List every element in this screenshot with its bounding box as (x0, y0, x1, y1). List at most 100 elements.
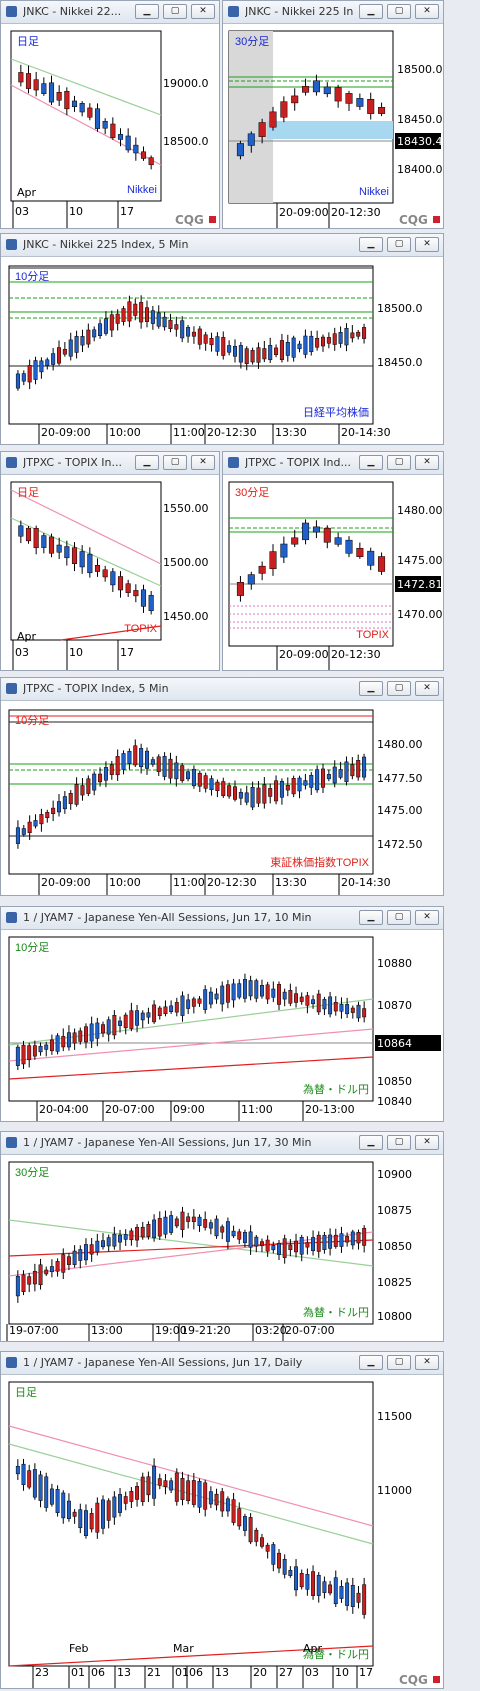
candle-up (89, 1023, 94, 1042)
minimize-button[interactable]: ▁ (359, 237, 383, 252)
symbol-label: TOPIX (124, 623, 157, 635)
minimize-button[interactable]: ▁ (359, 4, 383, 19)
chart-area[interactable]: 30分足 TOPIX 1480.00 1475.00 1470.00 1472.81 20-… (225, 476, 443, 670)
candle-down (123, 1014, 128, 1029)
candle-down (72, 1511, 77, 1517)
chart-area[interactable]: 日足 Nikkei 19000.0 18500.0 03 10 17 Apr CQG (3, 25, 219, 228)
candle-up (232, 346, 238, 357)
time-axis-label: 11:00 (173, 876, 205, 889)
candle-down (186, 1480, 191, 1501)
maximize-button[interactable]: ▢ (387, 1355, 411, 1370)
close-button[interactable]: ✕ (191, 4, 215, 19)
nikkei-5min-window[interactable]: JNKC - Nikkei 225 Index, 5 Min ▁ ▢ ✕ 10分… (0, 233, 444, 445)
window-titlebar[interactable]: JNKC - Nikkei 225 In... ▁ ▢ ✕ (223, 1, 443, 24)
candle-down (215, 781, 220, 791)
topix-5min-window[interactable]: JTPXC - TOPIX Index, 5 Min ▁ ▢ ✕ 10分足 東証株… (0, 677, 444, 896)
yen-daily-window[interactable]: 1 / JYAM7 - Japanese Yen-All Sessions, J… (0, 1351, 444, 1689)
minimize-button[interactable]: ▁ (135, 4, 159, 19)
candle-up (242, 1232, 247, 1244)
nikkei-30min-window[interactable]: JNKC - Nikkei 225 In... ▁ ▢ ✕ 30分足 Nikkei… (222, 0, 444, 229)
window-titlebar[interactable]: JTPXC - TOPIX In... ▁ ▢ ✕ (1, 452, 219, 475)
window-titlebar[interactable]: 1 / JYAM7 - Japanese Yen-All Sessions, J… (1, 1352, 443, 1375)
close-button[interactable]: ✕ (415, 681, 439, 696)
window-titlebar[interactable]: 1 / JYAM7 - Japanese Yen-All Sessions, J… (1, 1132, 443, 1155)
maximize-button[interactable]: ▢ (387, 237, 411, 252)
candle-up (247, 133, 255, 146)
last-price-label: 18430.4 (397, 135, 443, 148)
chart-area[interactable]: 30分足 Nikkei 18500.0 18450.0 18400.0 18430.4 20… (225, 25, 443, 228)
candle-down (180, 765, 185, 781)
candle-up (305, 1574, 310, 1590)
minimize-button[interactable]: ▁ (359, 681, 383, 696)
candle-down (33, 528, 39, 549)
minimize-button[interactable]: ▁ (359, 1135, 383, 1150)
symbol-label: Nikkei (127, 184, 157, 196)
close-button[interactable]: ✕ (415, 4, 439, 19)
maximize-button[interactable]: ▢ (387, 1135, 411, 1150)
yen-30min-window[interactable]: 1 / JYAM7 - Japanese Yen-All Sessions, J… (0, 1131, 444, 1342)
close-button[interactable]: ✕ (415, 1355, 439, 1370)
window-titlebar[interactable]: JNKC - Nikkei 22... ▁ ▢ ✕ (1, 1, 219, 24)
time-axis-label: 17 (120, 205, 134, 218)
candle-up (49, 1266, 54, 1273)
close-button[interactable]: ✕ (191, 455, 215, 470)
maximize-button[interactable]: ▢ (163, 4, 187, 19)
candle-up (299, 1236, 304, 1255)
candle-up (103, 767, 108, 781)
topix-daily-window[interactable]: JTPXC - TOPIX In... ▁ ▢ ✕ 日足 TOPIX 1550.00… (0, 451, 220, 671)
topix-30min-window[interactable]: JTPXC - TOPIX Ind... ▁ ▢ ✕ 30分足 TOPIX 1480… (222, 451, 444, 671)
window-titlebar[interactable]: 1 / JYAM7 - Japanese Yen-All Sessions, J… (1, 907, 443, 930)
candle-up (356, 98, 364, 107)
candle-up (49, 1488, 54, 1505)
maximize-button[interactable]: ▢ (387, 455, 411, 470)
close-button[interactable]: ✕ (415, 237, 439, 252)
candle-up (66, 1500, 71, 1519)
candle-up (140, 1012, 145, 1021)
time-axis-label: 20-09:00 (279, 206, 329, 219)
candle-up (244, 792, 249, 803)
candle-down (94, 565, 101, 572)
close-button[interactable]: ✕ (415, 1135, 439, 1150)
plot-frame (228, 481, 394, 647)
candle-down (48, 536, 55, 554)
candle-up (48, 82, 55, 103)
candle-down (277, 1552, 281, 1569)
price-axis-label: 1472.50 (377, 838, 423, 851)
minimize-button[interactable]: ▁ (135, 455, 159, 470)
candle-up (214, 1218, 219, 1237)
maximize-button[interactable]: ▢ (387, 681, 411, 696)
candle-down (38, 1264, 43, 1286)
candle-up (84, 1244, 88, 1261)
candle-down (163, 1480, 168, 1487)
plot-frame (8, 936, 374, 1102)
maximize-button[interactable]: ▢ (387, 4, 411, 19)
yen-10min-window[interactable]: 1 / JYAM7 - Japanese Yen-All Sessions, J… (0, 906, 444, 1122)
nikkei-daily-window[interactable]: JNKC - Nikkei 22... ▁ ▢ ✕ 日足 Nikkei 19000.… (0, 0, 220, 229)
candle-down (254, 1529, 259, 1542)
window-titlebar[interactable]: JTPXC - TOPIX Ind... ▁ ▢ ✕ (223, 452, 443, 475)
time-axis-label: 27 (279, 1666, 293, 1679)
chart-area[interactable]: 日足 TOPIX 1550.00 1500.00 1450.00 03 10 17 Apr (3, 476, 219, 670)
window-titlebar[interactable]: JTPXC - TOPIX Index, 5 Min ▁ ▢ ✕ (1, 678, 443, 701)
candle-down (280, 101, 288, 118)
minimize-button[interactable]: ▁ (359, 1355, 383, 1370)
maximize-button[interactable]: ▢ (387, 910, 411, 925)
minimize-button[interactable]: ▁ (359, 455, 383, 470)
window-titlebar[interactable]: JNKC - Nikkei 225 Index, 5 Min ▁ ▢ ✕ (1, 234, 443, 257)
time-axis-label: 21 (147, 1666, 161, 1679)
window-app-icon (6, 239, 17, 250)
maximize-button[interactable]: ▢ (163, 455, 187, 470)
minimize-button[interactable]: ▁ (359, 910, 383, 925)
close-button[interactable]: ✕ (415, 910, 439, 925)
price-axis-label: 1475.00 (397, 554, 443, 567)
candle-up (312, 526, 320, 533)
candle-up (282, 1559, 287, 1575)
candle-down (125, 583, 131, 593)
close-button[interactable]: ✕ (415, 455, 439, 470)
candle-down (180, 1478, 185, 1500)
